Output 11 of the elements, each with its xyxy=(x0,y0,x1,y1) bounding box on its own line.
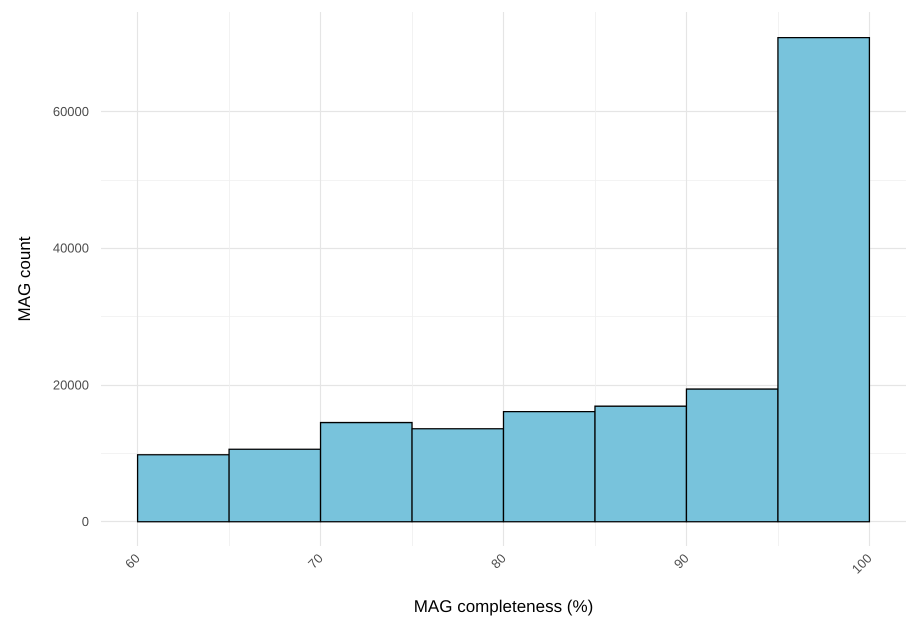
x-tick-label: 100 xyxy=(848,550,875,577)
y-tick-label: 60000 xyxy=(52,104,89,119)
x-axis-title: MAG completeness (%) xyxy=(414,597,594,616)
x-tick-label: 60 xyxy=(122,550,143,572)
y-axis-title: MAG count xyxy=(15,236,34,322)
y-tick-label: 0 xyxy=(82,514,89,530)
x-tick-label: 90 xyxy=(670,550,692,572)
x-tick-label: 80 xyxy=(488,550,509,572)
y-tick-label: 20000 xyxy=(52,377,89,392)
y-tick-label: 40000 xyxy=(52,240,89,256)
x-tick-label: 70 xyxy=(305,550,326,572)
